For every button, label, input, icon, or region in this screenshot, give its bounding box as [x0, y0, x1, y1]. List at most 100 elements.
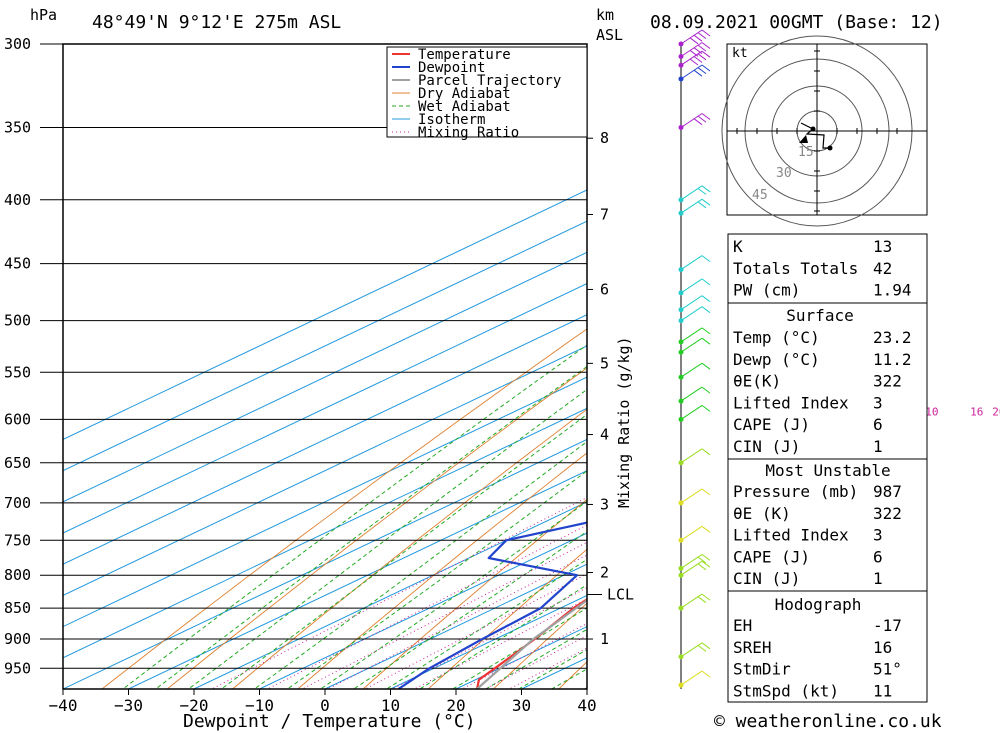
- pressure-tick-label: 750: [4, 531, 31, 549]
- wind-barbs: [678, 29, 711, 689]
- isotherm-line: [193, 501, 587, 689]
- km-label: km: [596, 6, 614, 24]
- dry-adiabat-line: [492, 602, 587, 689]
- wind-barb: [680, 404, 711, 420]
- dry-adiabat-line: [945, 44, 1000, 696]
- wet-adiabat-line: [352, 530, 587, 689]
- isotherm-line: [63, 407, 587, 659]
- index-value: 16: [873, 638, 892, 657]
- x-tick-label: 20: [446, 696, 465, 715]
- wind-barb: [680, 295, 711, 311]
- hodograph: kt 15 30 45: [721, 35, 928, 227]
- x-tick-label: −20: [180, 696, 209, 715]
- wind-barb: [680, 525, 711, 541]
- legend-isotherm: Isotherm: [418, 112, 485, 128]
- index-label: StmSpd (kt): [733, 681, 839, 700]
- index-label: CIN (J): [733, 569, 800, 588]
- isotherm-line: [63, 345, 587, 596]
- mixing-ratio-label: 20: [992, 405, 1000, 418]
- wind-barb: [680, 198, 711, 214]
- index-value: 23.2: [873, 328, 912, 347]
- index-label: CAPE (J): [733, 547, 810, 566]
- index-value: 42: [873, 259, 892, 278]
- index-label: Lifted Index: [733, 393, 849, 412]
- legend-dry-adiabat: Dry Adiabat: [418, 86, 511, 102]
- pressure-tick-label: 650: [4, 454, 31, 472]
- pressure-tick-label: 450: [4, 255, 31, 273]
- wind-barb: [680, 50, 711, 66]
- pressure-tick-label: 500: [4, 312, 31, 330]
- wind-barb: [680, 386, 711, 402]
- km-tick-label: 4: [600, 426, 609, 444]
- hodograph-ring-label: 45: [752, 188, 768, 203]
- isotherm-line: [128, 470, 587, 689]
- wind-barb: [680, 362, 711, 378]
- isotherm-line: [63, 220, 587, 472]
- hodograph-point: [827, 145, 833, 151]
- wind-barb: [680, 42, 711, 57]
- x-tick-label: −30: [114, 696, 143, 715]
- index-value: 6: [873, 415, 883, 434]
- index-value: 6: [873, 547, 883, 566]
- index-label: Dewp (°C): [733, 350, 820, 369]
- hpa-label: hPa: [30, 6, 57, 24]
- index-label: StmDir: [733, 660, 791, 679]
- index-value: 51°: [873, 660, 902, 679]
- index-value: 1: [873, 569, 883, 588]
- isotherm-line: [324, 563, 587, 689]
- legend-parcel: Parcel Trajectory: [418, 73, 561, 89]
- storm-motion-marker: [799, 135, 808, 143]
- wind-barb: [680, 488, 711, 504]
- lcl-label: LCL: [607, 586, 634, 604]
- pressure-tick-label: 550: [4, 363, 31, 381]
- legend-mixing-ratio: Mixing Ratio: [418, 125, 519, 141]
- index-label: CIN (J): [733, 437, 800, 456]
- index-label: Lifted Index: [733, 526, 849, 545]
- hodograph-point: [810, 126, 816, 132]
- wind-barb: [680, 29, 711, 45]
- hodograph-ring-label: 30: [776, 166, 792, 181]
- wind-barb: [680, 593, 711, 609]
- isotherm-line: [63, 251, 587, 503]
- wind-barb: [680, 642, 711, 658]
- wind-barb: [680, 327, 711, 343]
- wet-adiabat-line: [418, 584, 587, 689]
- index-value: 1: [873, 437, 883, 456]
- wind-barb: [680, 670, 711, 686]
- x-tick-label: −10: [245, 696, 274, 715]
- index-value: 322: [873, 372, 902, 391]
- index-value: 1.94: [873, 281, 912, 300]
- index-value: 3: [873, 526, 883, 545]
- index-label: θE (K): [733, 504, 791, 523]
- index-value: 13: [873, 237, 892, 256]
- index-value: -17: [873, 616, 902, 635]
- index-label: SREH: [733, 638, 772, 657]
- mixing-ratio-axis-title: Mixing Ratio (g/kg): [615, 336, 633, 508]
- isotherm-line: [63, 376, 587, 628]
- km-tick-label: 3: [600, 495, 609, 513]
- pressure-tick-label: 900: [4, 630, 31, 648]
- location-title: 48°49'N 9°12'E 275m ASL: [92, 12, 341, 33]
- wind-barb: [680, 306, 711, 322]
- pressure-tick-label: 600: [4, 410, 31, 428]
- km-tick-label: 2: [600, 564, 609, 582]
- profile-series: [397, 521, 587, 689]
- pressure-tick-label: 300: [4, 35, 31, 53]
- wind-barb: [680, 448, 711, 464]
- wind-barb: [680, 255, 711, 271]
- pressure-tick-label: 850: [4, 599, 31, 617]
- index-value: 322: [873, 504, 902, 523]
- wind-barb: [680, 113, 711, 128]
- x-tick-label: 40: [577, 696, 596, 715]
- hodograph-ring-label: 15: [798, 145, 814, 160]
- legend-dewpoint: Dewpoint: [418, 60, 485, 76]
- index-label: PW (cm): [733, 281, 800, 300]
- mixing-ratio-line: [508, 647, 587, 689]
- x-tick-label: 0: [320, 696, 330, 715]
- isotherm-line: [259, 532, 587, 689]
- km-tick-label: 7: [600, 206, 609, 224]
- pressure-tick-label: 350: [4, 118, 31, 136]
- isotherm-line: [63, 314, 587, 565]
- wind-barb: [680, 553, 711, 569]
